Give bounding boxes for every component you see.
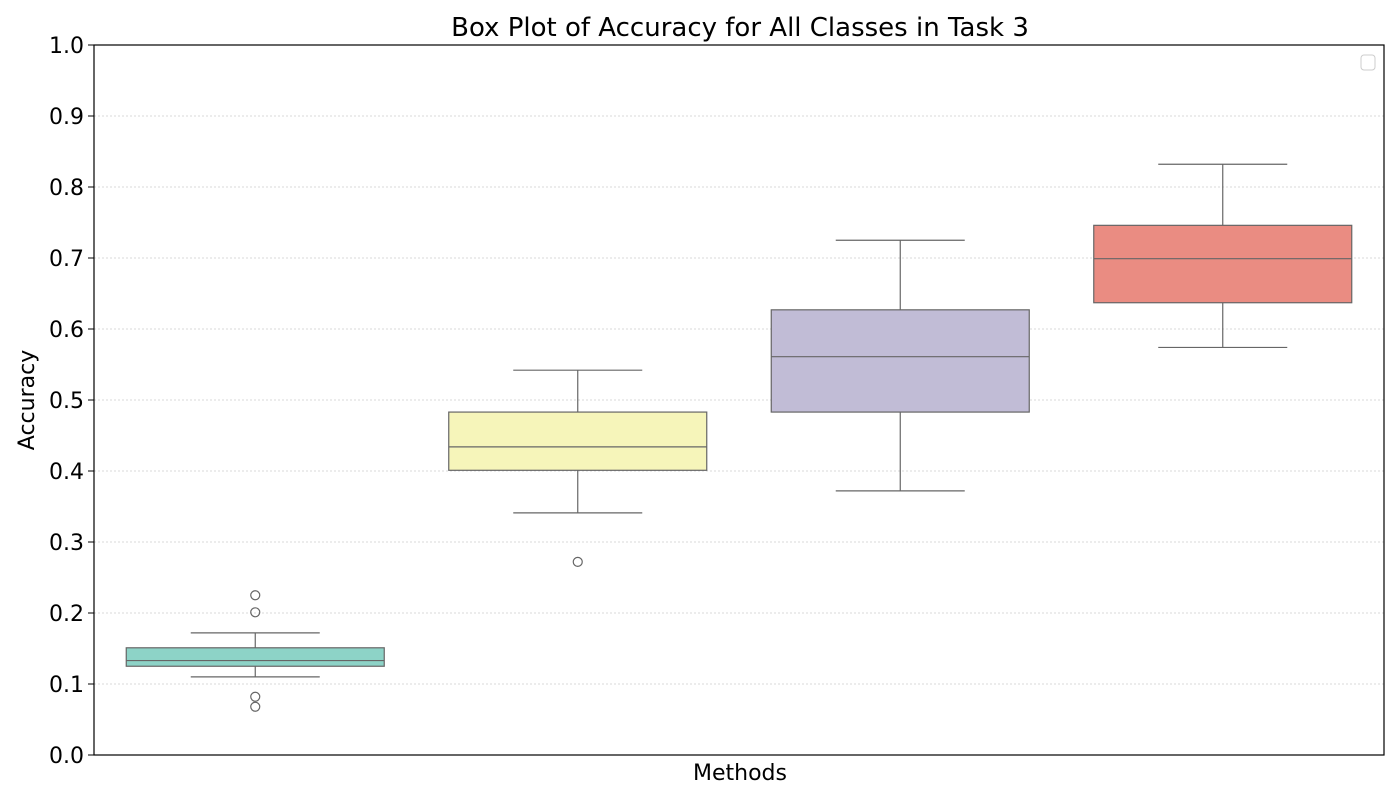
iqr-box (125, 647, 385, 667)
legend-box (1360, 54, 1376, 71)
y-tick-label: 0.4 (49, 460, 84, 485)
y-tick-label: 0.6 (49, 318, 84, 343)
box-group (125, 163, 1353, 712)
outlier-point (572, 556, 583, 567)
box-3 (770, 239, 1030, 492)
outlier-point (250, 607, 261, 618)
y-tick-label: 0.7 (49, 247, 84, 272)
x-axis-label: Methods (693, 761, 787, 786)
y-tick-label: 0.9 (49, 105, 84, 130)
iqr-box (1093, 224, 1353, 304)
outlier-point (250, 701, 261, 712)
chart-title: Box Plot of Accuracy for All Classes in … (451, 13, 1029, 43)
iqr-box (770, 309, 1030, 413)
box-2 (448, 369, 708, 567)
iqr-box (448, 411, 708, 471)
y-tick-label: 0.3 (49, 531, 84, 556)
outlier-point (250, 691, 261, 702)
y-axis-label: Accuracy (15, 350, 40, 450)
y-tick-label: 0.0 (49, 744, 84, 769)
box-1 (125, 590, 385, 712)
grid-lines (94, 115, 1384, 685)
y-tick-label: 1.0 (49, 34, 84, 59)
outlier-point (250, 590, 261, 601)
y-tick-label: 0.2 (49, 602, 84, 627)
box-4 (1093, 163, 1353, 349)
y-axis-ticks: 0.0 0.1 0.2 0.3 0.4 0.5 0.6 0.7 0.8 0.9 1.0 (49, 34, 94, 769)
y-tick-label: 0.5 (49, 389, 84, 414)
y-tick-label: 0.8 (49, 176, 84, 201)
y-tick-label: 0.1 (49, 673, 84, 698)
